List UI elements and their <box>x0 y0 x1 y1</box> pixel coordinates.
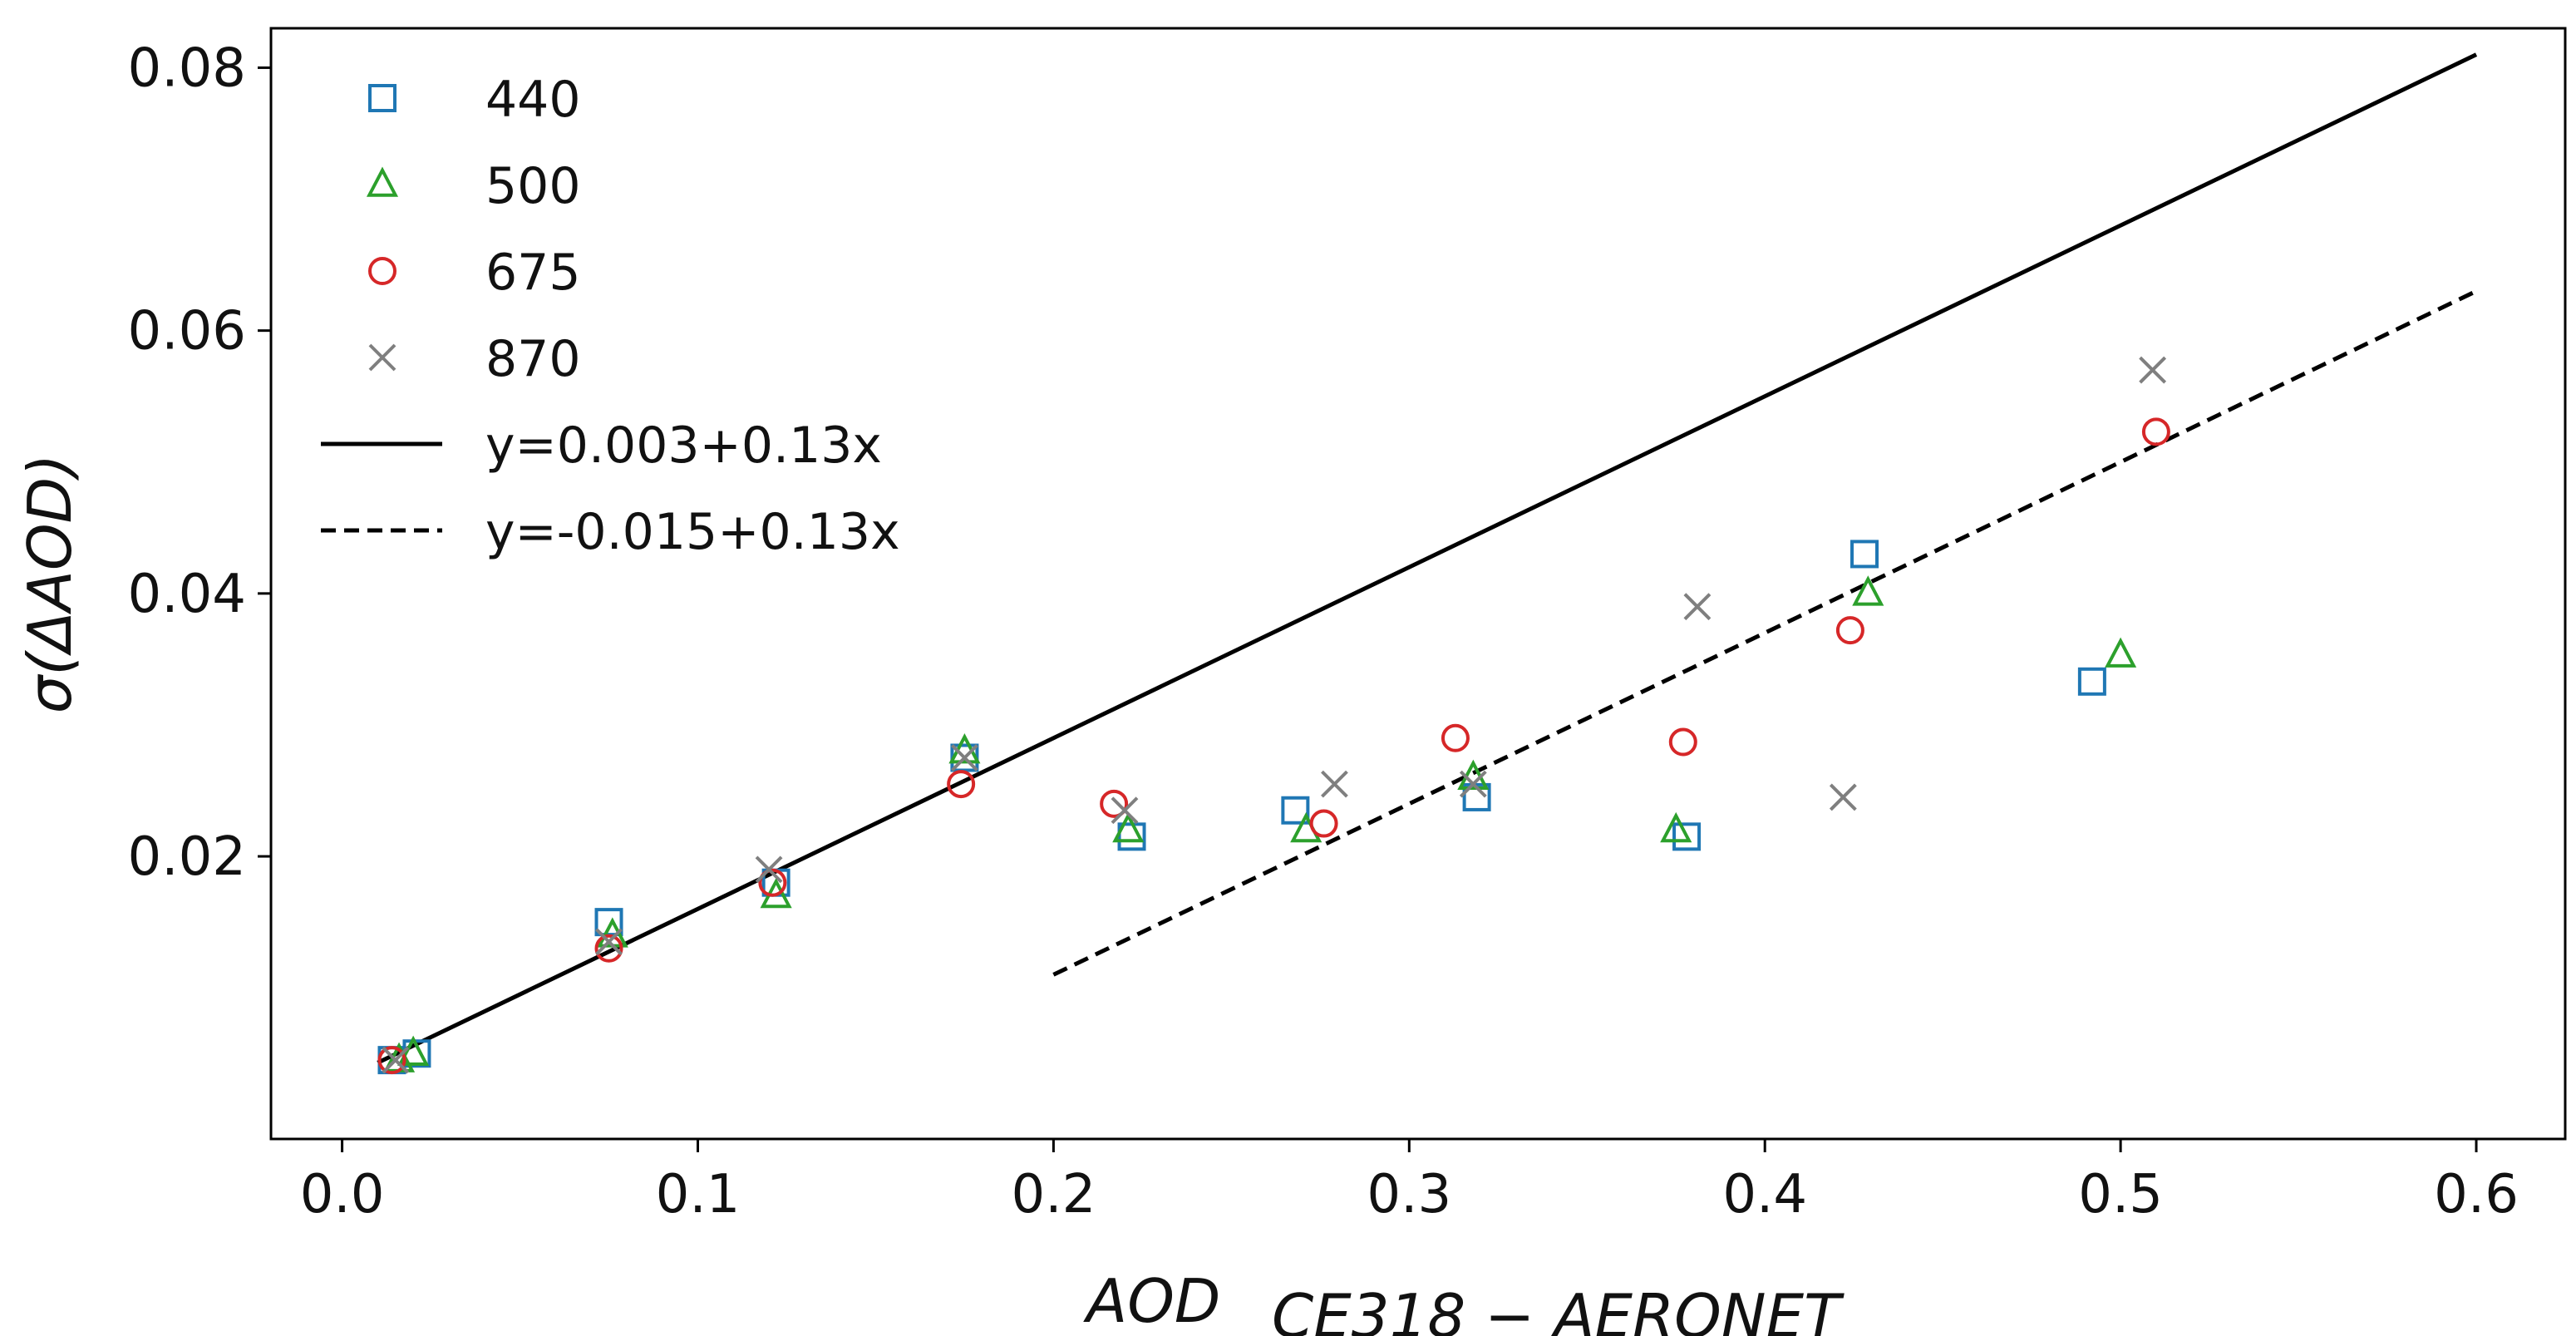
point-500-8 <box>1660 811 1692 843</box>
x-tick-label: 0.5 <box>2078 1164 2163 1225</box>
legend-marker-440 <box>368 84 396 112</box>
point-440-10 <box>2077 667 2106 696</box>
x-tick-label: 0.6 <box>2434 1164 2519 1225</box>
point-675-1 <box>594 934 623 963</box>
point-675-3 <box>947 770 976 799</box>
point-500-9 <box>1852 575 1884 606</box>
point-870-7 <box>1683 593 1712 621</box>
point-440-7 <box>1462 782 1491 811</box>
legend-marker-870 <box>368 343 396 372</box>
point-675-5 <box>1309 809 1338 838</box>
point-675-9 <box>2141 417 2170 446</box>
y-tick-label: 0.06 <box>128 301 247 362</box>
point-675-0 <box>377 1046 406 1075</box>
legend-label-870: 870 <box>485 330 581 388</box>
point-675-2 <box>758 868 787 897</box>
fit-line-solid <box>377 52 2478 1065</box>
fit-line-dashed <box>1052 288 2478 977</box>
point-675-8 <box>1835 616 1864 645</box>
y-tick-label: 0.08 <box>128 37 247 99</box>
point-870-2 <box>755 855 783 884</box>
point-870-1 <box>595 928 623 956</box>
x-tick-label: 0.4 <box>1722 1164 1807 1225</box>
y-axis-label: σ(ΔAOD) <box>15 454 85 713</box>
point-500-1 <box>397 1035 430 1066</box>
legend-label-line-solid: y=0.003+0.13x <box>485 417 882 475</box>
point-870-0 <box>382 1046 410 1074</box>
point-675-7 <box>1668 727 1697 757</box>
x-tick-label: 0.2 <box>1012 1164 1096 1225</box>
x-tick-label: 0.1 <box>656 1164 741 1225</box>
point-870-3 <box>951 744 978 772</box>
legend: 440 500 675 870 y=0.003+0.13x y=-0.015+0.13x <box>321 71 900 561</box>
ticks-layer: 0.0 0.1 0.2 0.3 0.4 0.5 0.6 0.02 0.04 0.06 0.08 <box>128 37 2519 1225</box>
legend-label-500: 500 <box>485 157 581 215</box>
legend-marker-675 <box>368 257 396 285</box>
point-500-10 <box>2105 637 2137 668</box>
point-675-4 <box>1100 789 1129 818</box>
y-tick-label: 0.04 <box>128 564 247 625</box>
marks-layer <box>377 52 2478 1075</box>
point-440-6 <box>1281 796 1310 825</box>
point-675-6 <box>1441 723 1470 752</box>
y-tick-label: 0.02 <box>128 826 247 888</box>
legend-label-675: 675 <box>485 244 581 302</box>
point-870-6 <box>1459 770 1487 798</box>
x-tick-label: 0.3 <box>1367 1164 1451 1225</box>
plot-frame <box>269 27 2567 1141</box>
legend-label-line-dashed: y=-0.015+0.13x <box>485 503 900 561</box>
point-870-4 <box>1111 796 1139 825</box>
point-440-9 <box>1850 540 1879 569</box>
point-870-5 <box>1321 770 1348 798</box>
point-440-8 <box>1672 822 1702 851</box>
x-axis-label: AOD <box>1083 1266 1220 1336</box>
point-870-9 <box>2139 356 2167 384</box>
x-axis-label-subscript: CE318 − AERONET <box>1272 1281 1845 1336</box>
legend-marker-500 <box>366 166 399 197</box>
point-500-5 <box>1112 811 1145 843</box>
x-tick-label: 0.0 <box>300 1164 385 1225</box>
legend-label-440: 440 <box>485 71 581 129</box>
point-870-8 <box>1829 783 1857 811</box>
